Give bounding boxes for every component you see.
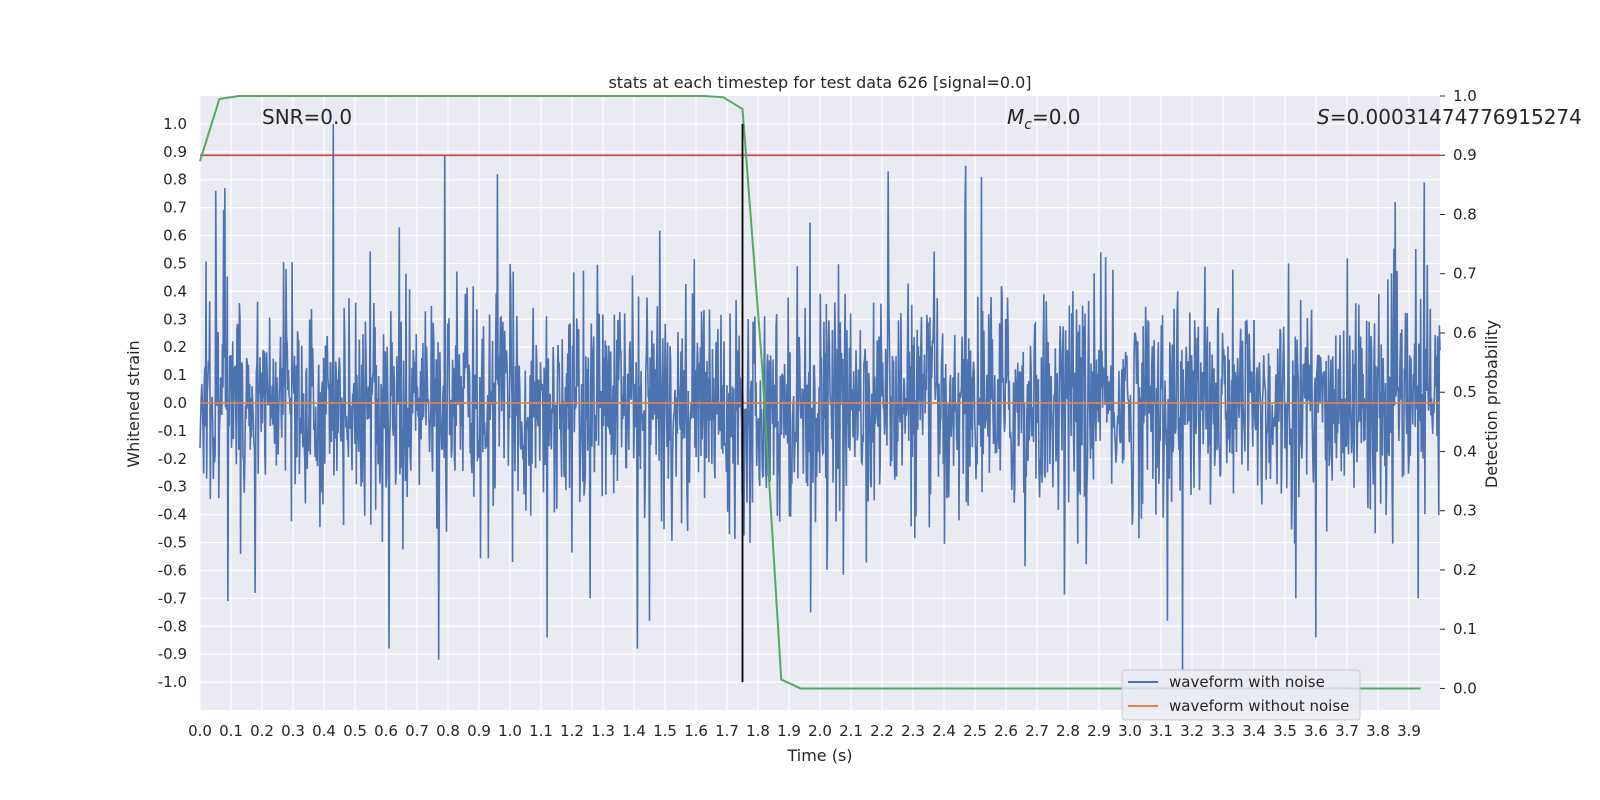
- y-tick-label: -0.4: [158, 506, 187, 524]
- x-tick-label: 3.5: [1273, 722, 1297, 740]
- x-tick-label: 0.6: [374, 722, 398, 740]
- x-tick-label: 1.1: [529, 722, 553, 740]
- y2-tick-label: 1.0: [1453, 87, 1477, 105]
- y-tick-label: 0.4: [163, 282, 187, 300]
- y2-tick-label: 0.8: [1453, 205, 1477, 223]
- y-axis-ticks: 1.0 0.9 0.8 0.7 0.6 0.5 0.4 0.3 0.2 0.1 0.0 -0.1 -0.…: [158, 115, 187, 691]
- y-tick-label: -0.8: [158, 617, 187, 635]
- x-tick-label: 1.8: [746, 722, 770, 740]
- y2-tick-label: 0.1: [1453, 620, 1477, 638]
- y2-tick-label: 0.6: [1453, 324, 1477, 342]
- y-tick-label: -0.5: [158, 534, 187, 552]
- x-tick-label: 3.1: [1149, 722, 1173, 740]
- y-tick-label: -1.0: [158, 673, 187, 691]
- x-tick-label: 0.2: [250, 722, 274, 740]
- y-tick-label: -0.1: [158, 422, 187, 440]
- y2-tick-label: 0.7: [1453, 265, 1477, 283]
- x-tick-label: 1.5: [653, 722, 677, 740]
- y2-axis-ticks: 1.0 0.9 0.8 0.7 0.6 0.5 0.4 0.3 0.2 0.1 0.0: [1440, 87, 1477, 697]
- y-tick-label: 0.8: [163, 171, 187, 189]
- x-tick-label: 3.6: [1304, 722, 1328, 740]
- x-tick-label: 3.2: [1180, 722, 1204, 740]
- plot-lines: [199, 95, 1441, 690]
- x-tick-label: 3.7: [1335, 722, 1359, 740]
- y-tick-label: 0.1: [163, 366, 187, 384]
- s-symbol: S: [1317, 105, 1330, 129]
- x-tick-label: 0.0: [188, 722, 212, 740]
- y-tick-label: 0.6: [163, 227, 187, 245]
- y-tick-label: 0.3: [163, 310, 187, 328]
- chirp-mass-subscript: c: [1024, 117, 1032, 133]
- y-tick-label: 0.5: [163, 254, 187, 272]
- chirp-mass-value: =0.0: [1032, 105, 1081, 129]
- x-tick-label: 2.6: [994, 722, 1018, 740]
- y-tick-label: 0.2: [163, 338, 187, 356]
- y-tick-label: -0.2: [158, 450, 187, 468]
- x-tick-label: 1.2: [560, 722, 584, 740]
- x-tick-label: 2.0: [808, 722, 832, 740]
- x-tick-label: 0.5: [343, 722, 367, 740]
- x-tick-label: 3.4: [1242, 722, 1266, 740]
- series-detection-probability: [199, 95, 1421, 690]
- y-tick-label: 0.0: [163, 394, 187, 412]
- x-tick-label: 1.4: [622, 722, 646, 740]
- legend-label-noise: waveform with noise: [1169, 673, 1325, 691]
- x-tick-label: 2.3: [901, 722, 925, 740]
- y-tick-label: 0.7: [163, 199, 187, 217]
- x-tick-label: 1.7: [715, 722, 739, 740]
- chirp-mass-annotation: Mc=0.0: [1007, 105, 1081, 133]
- y-tick-label: -0.7: [158, 589, 187, 607]
- x-tick-label: 3.8: [1366, 722, 1390, 740]
- x-tick-label: 0.3: [281, 722, 305, 740]
- y-tick-label: -0.9: [158, 645, 187, 663]
- x-axis-label: Time (s): [786, 746, 852, 765]
- y2-tick-label: 0.4: [1453, 442, 1477, 460]
- s-value: =0.00031474776915274: [1330, 105, 1582, 129]
- y2-tick-label: 0.0: [1453, 679, 1477, 697]
- y2-tick-label: 0.5: [1453, 383, 1477, 401]
- legend: waveform with noise waveform without noi…: [1121, 669, 1361, 721]
- x-tick-label: 0.7: [405, 722, 429, 740]
- x-tick-label: 2.5: [963, 722, 987, 740]
- x-tick-label: 2.4: [932, 722, 956, 740]
- x-tick-label: 2.8: [1056, 722, 1080, 740]
- x-tick-label: 1.6: [684, 722, 708, 740]
- x-tick-label: 1.3: [591, 722, 615, 740]
- legend-label-clean: waveform without noise: [1169, 697, 1349, 715]
- x-tick-label: 0.8: [436, 722, 460, 740]
- y-tick-label: 1.0: [163, 115, 187, 133]
- x-tick-label: 0.9: [467, 722, 491, 740]
- s-annotation: S=0.00031474776915274: [1317, 105, 1582, 129]
- chart-title: stats at each timestep for test data 626…: [608, 73, 1031, 92]
- y2-axis-label: Detection probability: [1482, 320, 1501, 488]
- chirp-mass-symbol: M: [1007, 105, 1024, 129]
- x-tick-label: 2.2: [870, 722, 894, 740]
- y-axis-label: Whitened strain: [124, 340, 143, 467]
- series-waveform-with-noise: [199, 123, 1441, 671]
- y-tick-label: -0.6: [158, 561, 187, 579]
- x-tick-label: 1.0: [498, 722, 522, 740]
- x-tick-label: 3.0: [1118, 722, 1142, 740]
- y-tick-label: 0.9: [163, 143, 187, 161]
- y-tick-label: -0.3: [158, 478, 187, 496]
- x-tick-label: 0.1: [219, 722, 243, 740]
- x-tick-label: 3.9: [1397, 722, 1421, 740]
- x-tick-label: 1.9: [777, 722, 801, 740]
- x-tick-label: 3.3: [1211, 722, 1235, 740]
- y2-tick-label: 0.3: [1453, 502, 1477, 520]
- x-tick-label: 0.4: [312, 722, 336, 740]
- x-tick-label: 2.9: [1087, 722, 1111, 740]
- legend-box: [1121, 669, 1361, 721]
- y2-tick-label: 0.2: [1453, 561, 1477, 579]
- y2-tick-label: 0.9: [1453, 146, 1477, 164]
- snr-annotation: SNR=0.0: [262, 105, 352, 129]
- x-axis-ticks: 0.0 0.1 0.2 0.3 0.4 0.5 0.6 0.7 0.8 0.9 1.0 1.1 1.2 1…: [188, 722, 1421, 740]
- x-tick-label: 2.1: [839, 722, 863, 740]
- x-tick-label: 2.7: [1025, 722, 1049, 740]
